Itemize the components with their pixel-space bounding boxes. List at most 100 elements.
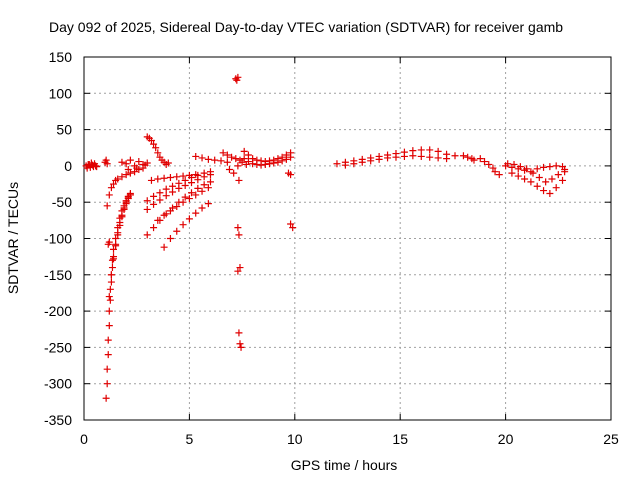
data-point (358, 158, 366, 166)
data-point (107, 184, 115, 192)
data-point (173, 203, 181, 211)
data-point (230, 169, 238, 177)
data-point (400, 152, 408, 160)
data-point (108, 264, 116, 272)
data-point (154, 149, 162, 157)
data-point (232, 155, 240, 163)
grid (84, 57, 611, 420)
data-point (118, 213, 126, 221)
data-point (266, 160, 274, 168)
data-point (476, 155, 484, 163)
y-tick-label: -50 (52, 194, 72, 210)
data-point (548, 175, 556, 183)
data-point (141, 161, 149, 169)
data-point (206, 178, 214, 186)
data-point (103, 202, 111, 210)
data-point (108, 256, 116, 264)
data-point (110, 180, 118, 188)
data-point (150, 192, 158, 200)
data-point (179, 172, 187, 180)
data-point (150, 140, 158, 148)
data-point (105, 238, 113, 246)
axis-ticks (83, 56, 612, 421)
plot-frame (83, 56, 612, 421)
data-point (124, 166, 132, 174)
data-point (169, 182, 177, 190)
data-point (237, 343, 245, 351)
data-point (223, 158, 231, 166)
data-point (166, 207, 174, 215)
data-point (234, 224, 242, 232)
data-point (495, 171, 503, 179)
data-point (546, 163, 554, 171)
data-point (244, 158, 252, 166)
data-point (289, 224, 297, 232)
data-point (510, 160, 518, 168)
x-tick-label: 20 (498, 431, 514, 447)
data-point (107, 278, 115, 286)
data-point (204, 184, 212, 192)
x-tick-label: 10 (287, 431, 303, 447)
data-point (179, 198, 187, 206)
data-point (434, 147, 442, 155)
data-point (120, 205, 128, 213)
data-point (236, 156, 244, 164)
y-tick-label: 150 (49, 49, 73, 65)
data-point (192, 191, 200, 199)
data-point (206, 168, 214, 176)
y-tick-label: -300 (44, 376, 72, 392)
data-point (85, 160, 93, 168)
data-point (122, 160, 130, 168)
data-point (234, 73, 242, 81)
data-point (235, 329, 243, 337)
series-loop-21b (508, 169, 567, 197)
data-point (533, 182, 541, 190)
data-point (83, 164, 91, 172)
data-point (375, 155, 383, 163)
y-tick-label: 100 (49, 85, 73, 101)
data-point (287, 171, 295, 179)
data-point (173, 173, 181, 181)
data-point (529, 169, 537, 177)
series-arc-19 (476, 155, 503, 179)
data-point (417, 146, 425, 154)
data-point (198, 187, 206, 195)
data-point (240, 155, 248, 163)
data-point (181, 176, 189, 184)
data-point (150, 200, 158, 208)
data-point (261, 160, 269, 168)
data-point (228, 153, 236, 161)
y-tick-label: -350 (44, 412, 72, 428)
data-point (533, 165, 541, 173)
data-point (110, 245, 118, 253)
data-point (114, 175, 122, 183)
data-point (481, 158, 489, 166)
data-point (540, 163, 548, 171)
y-tick-labels: 150 100 50 0 -50 -100 -150 -200 -250 -300 -350 (44, 49, 72, 428)
data-point (527, 178, 535, 186)
data-point (112, 242, 120, 250)
data-point (103, 160, 111, 168)
y-axis-label: SDTVAR / TECUs (5, 182, 21, 294)
data-point (104, 336, 112, 344)
data-point (244, 151, 252, 159)
data-point (122, 200, 130, 208)
data-point (194, 184, 202, 192)
data-point (341, 161, 349, 169)
data-point (175, 179, 183, 187)
data-point (426, 146, 434, 154)
data-point (198, 154, 206, 162)
series-loop-21 (502, 162, 569, 176)
data-point (211, 156, 219, 164)
data-point (166, 174, 174, 182)
data-point (417, 152, 425, 160)
data-point (192, 152, 200, 160)
data-point (200, 169, 208, 177)
data-point (105, 293, 113, 301)
data-point (102, 394, 110, 402)
data-point (542, 178, 550, 186)
series-arc-f (154, 184, 212, 224)
series-drop-1 (102, 189, 134, 402)
data-point (126, 169, 134, 177)
data-point (464, 153, 472, 161)
